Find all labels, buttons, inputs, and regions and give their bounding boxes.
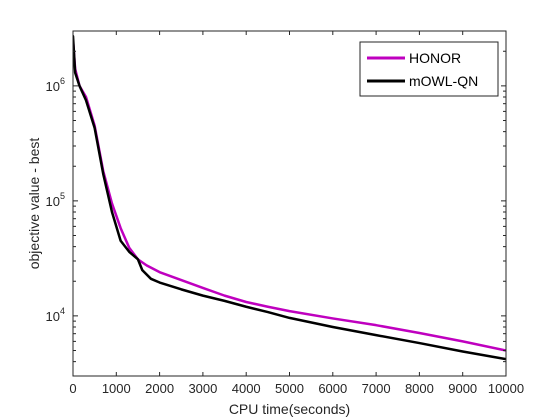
y-axis-label: objective value - best (26, 138, 42, 270)
x-tick-label: 3000 (188, 381, 217, 396)
x-tick-label: 2000 (145, 381, 174, 396)
legend: HONOR mOWL-QN (359, 41, 499, 97)
x-tick-label: 1000 (102, 381, 131, 396)
y-axis: 104 105 106 (46, 30, 506, 377)
x-tick-label: 5000 (275, 381, 304, 396)
x-axis: 0 1000 2000 3000 4000 5000 6000 7000 8000 9000 100… (69, 31, 524, 396)
x-axis-label: CPU time(seconds) (229, 401, 350, 417)
x-tick-label: 7000 (362, 381, 391, 396)
plot-area (73, 35, 506, 361)
x-tick-label: 9000 (448, 381, 477, 396)
y-tick-label: 104 (46, 306, 65, 324)
x-tick-label: 4000 (232, 381, 261, 396)
legend-label-honor: HONOR (409, 50, 461, 66)
x-tick-label: 8000 (405, 381, 434, 396)
y-tick-label: 105 (46, 191, 65, 209)
y-tick-label: 106 (46, 76, 65, 94)
series-line-mowl-qn (73, 35, 506, 361)
series-layer (73, 35, 506, 361)
x-tick-label: 6000 (318, 381, 347, 396)
x-tick-label: 0 (69, 381, 76, 396)
legend-box (359, 41, 499, 97)
legend-label-mowl-qn: mOWL-QN (409, 73, 478, 89)
x-tick-label: 10000 (488, 381, 524, 396)
